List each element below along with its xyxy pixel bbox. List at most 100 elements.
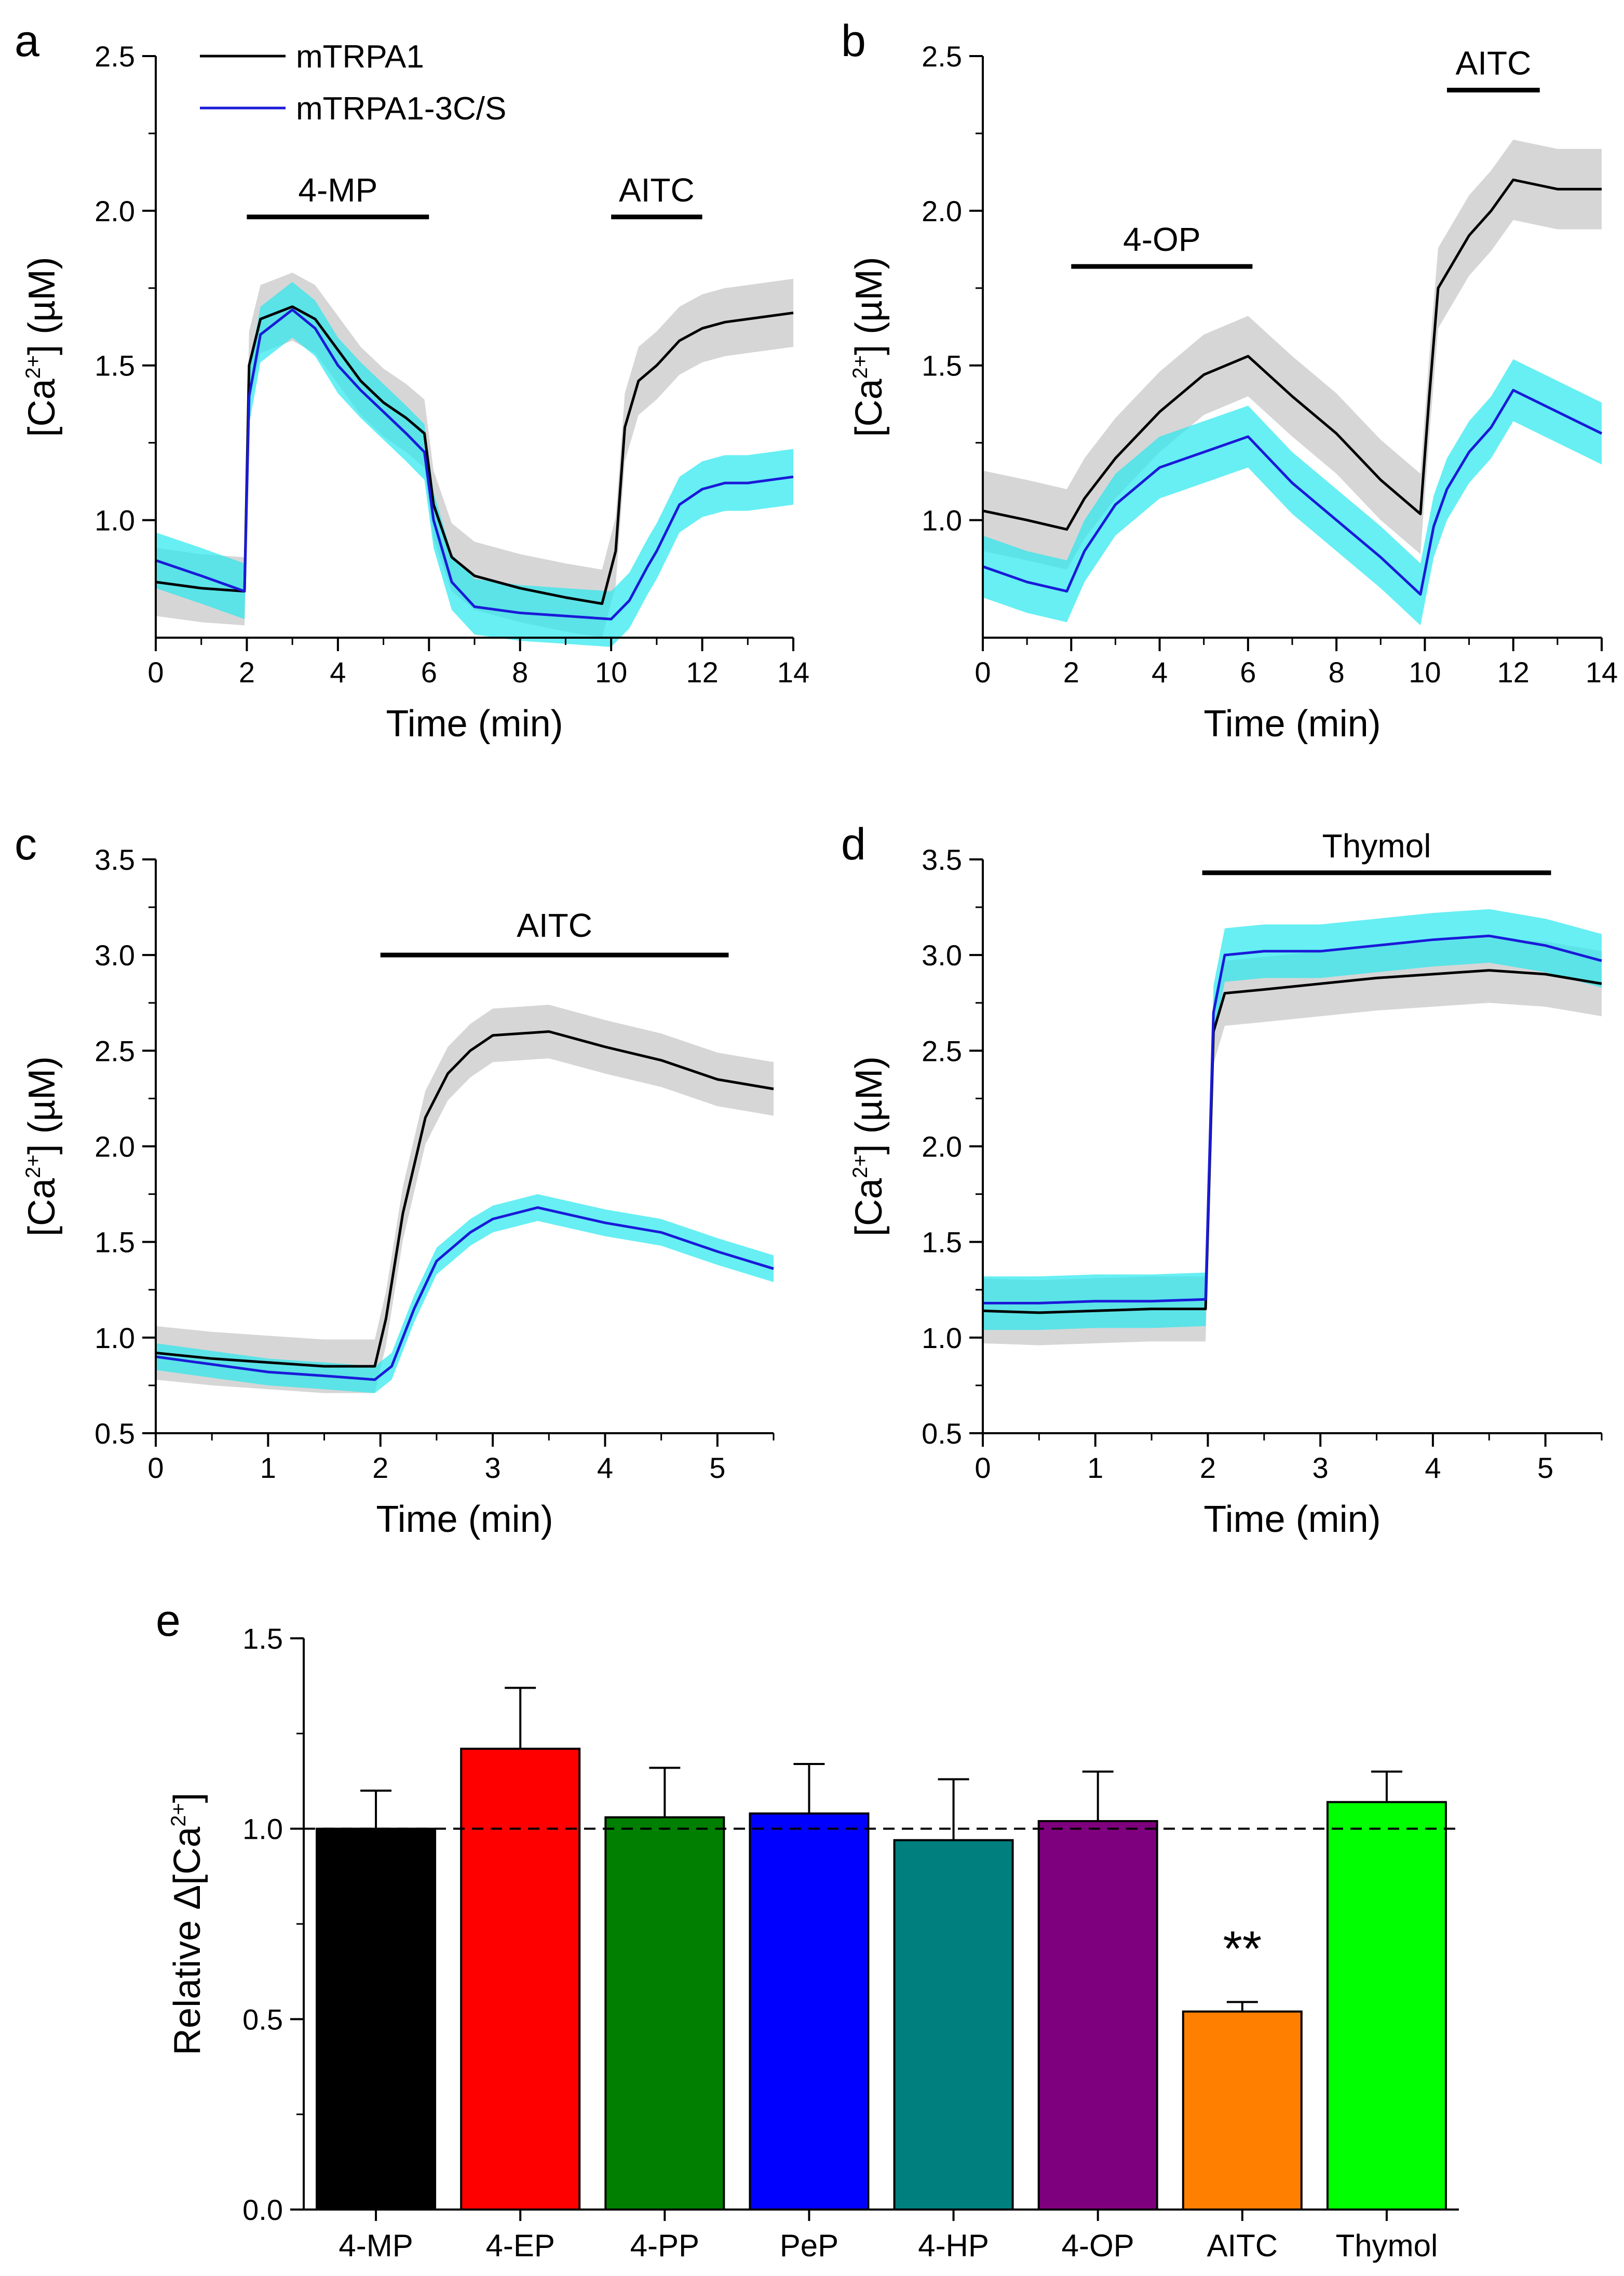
y-tick-label: 1.5 (922, 1226, 962, 1259)
x-tick-label: 1 (260, 1451, 276, 1484)
series-line-mut (155, 308, 794, 621)
y-tick-label: 0.5 (922, 1417, 962, 1450)
x-tick-label: 5 (1537, 1451, 1553, 1484)
x-tick-label: 12 (686, 656, 718, 689)
x-tick-label: 6 (1240, 656, 1256, 689)
y-tick-label: 2.5 (94, 40, 135, 73)
bar-4-pp (604, 1816, 725, 2211)
bars (316, 1687, 1447, 2211)
error-bar (649, 1767, 681, 1817)
error-bar (938, 1778, 969, 1840)
y-axis-label: Relative Δ[Ca2+] (167, 1793, 208, 2055)
y-tick-label: 1.5 (242, 1622, 283, 1655)
y-tick-label: 2.0 (922, 195, 962, 227)
panel-label-b: b (841, 16, 866, 66)
y-tick-label: 2.0 (922, 1130, 962, 1163)
error-band-mut (983, 909, 1602, 1330)
axes (142, 858, 775, 1447)
y-axis-label: [Ca2+] (µM) (21, 1056, 63, 1236)
series-lines (155, 305, 794, 621)
x-tick-label: 6 (421, 656, 437, 689)
x-tick-label: 14 (1586, 656, 1618, 689)
y-tick-label: 2.5 (94, 1034, 135, 1067)
error-band-mut (983, 359, 1602, 626)
series-line-wt (982, 969, 1602, 1314)
error-bar (1371, 1770, 1402, 1802)
y-tick-label: 3.5 (94, 843, 135, 876)
x-tick-label: 2 (239, 656, 255, 689)
panel-label-e: e (156, 1596, 181, 1646)
y-tick-label: 1.0 (94, 504, 135, 537)
category-label: 4-MP (339, 2228, 413, 2263)
x-axis-label: Time (min) (1203, 703, 1381, 745)
x-axis-label: Time (min) (1203, 1499, 1381, 1540)
y-axis-label: [Ca2+] (µM) (848, 257, 890, 437)
series-line-mut (982, 388, 1603, 596)
y-tick-label: 1.0 (922, 504, 962, 537)
error-band-mut (156, 1194, 774, 1393)
error-bands (156, 1004, 774, 1393)
bar-4-op (1037, 1820, 1158, 2211)
x-tick-label: 10 (595, 656, 627, 689)
error-bands (983, 909, 1602, 1345)
y-tick-label: 0.5 (242, 2003, 283, 2036)
legend: mTRPA1 mTRPA1-3C/S (200, 39, 506, 127)
x-tick-label: 10 (1409, 656, 1441, 689)
x-tick-label: 2 (372, 1451, 388, 1484)
axes (969, 858, 1603, 1447)
y-tick-label: 1.5 (94, 349, 135, 382)
error-band-wt (156, 273, 793, 638)
x-tick-label: 4 (597, 1451, 613, 1484)
panel-label-c: c (15, 819, 37, 869)
series-line-mut (983, 934, 1602, 1304)
category-label: 4-HP (918, 2228, 989, 2263)
axes (290, 1637, 1459, 2221)
x-tick-label: 0 (975, 1451, 991, 1484)
error-bar (505, 1687, 536, 1749)
y-tick-label: 3.5 (922, 843, 962, 876)
series-line-wt (155, 305, 794, 605)
error-bands (156, 273, 793, 647)
category-label: PeP (780, 2228, 838, 2263)
panel-c: c 0 1 2 3 4 5 0.5 1.0 1.5 2.0 2.5 3.0 3.5 AITC Time … (15, 819, 775, 1540)
tick-labels: 0 2 4 6 8 10 12 14 1.0 1.5 2.0 2.5 (922, 40, 1618, 689)
stimulus-label-aitc: AITC (517, 907, 592, 944)
x-tick-label: 2 (1200, 1451, 1216, 1484)
y-tick-label: 1.5 (922, 349, 962, 382)
error-bar (1226, 2001, 1258, 2012)
x-tick-label: 5 (709, 1451, 725, 1484)
y-tick-label: 2.0 (94, 1130, 135, 1163)
x-tick-label: 1 (1087, 1451, 1103, 1484)
bar-4-mp (316, 1827, 437, 2211)
y-tick-label: 1.0 (242, 1813, 283, 1846)
series-lines (982, 178, 1603, 596)
x-tick-label: 4 (1425, 1451, 1441, 1484)
axes (142, 55, 794, 651)
panel-a: a 0 2 4 6 8 10 12 14 1.0 1.5 2.0 2.5 4-MP AITC Time… (15, 16, 809, 745)
tick-labels: 0 1 2 3 4 5 0.5 1.0 1.5 2.0 2.5 3.0 3.5 (922, 843, 1553, 1484)
bar-4-hp (893, 1839, 1014, 2211)
error-bar (1082, 1770, 1114, 1821)
stimulus-label-4mp: 4-MP (298, 171, 377, 209)
x-tick-label: 3 (1312, 1451, 1329, 1484)
y-tick-label: 2.5 (922, 40, 962, 73)
category-label: AITC (1207, 2228, 1278, 2263)
x-tick-label: 0 (975, 656, 991, 689)
x-tick-label: 0 (147, 1451, 164, 1484)
y-axis-label: [Ca2+] (µM) (21, 257, 63, 437)
series-lines (982, 934, 1602, 1314)
x-tick-label: 12 (1497, 656, 1530, 689)
stimulus-label-thymol: Thymol (1322, 827, 1431, 865)
series-line-mut (155, 1206, 774, 1381)
category-label: 4-PP (630, 2228, 699, 2263)
legend-label-wt: mTRPA1 (296, 39, 424, 75)
y-tick-label: 3.0 (922, 939, 962, 972)
panel-label-d: d (841, 819, 866, 869)
x-tick-label: 3 (485, 1451, 501, 1484)
bar-pep (749, 1812, 870, 2211)
panel-label-a: a (15, 16, 39, 66)
category-label: 4-OP (1062, 2228, 1134, 2263)
category-label: 4-EP (485, 2228, 554, 2263)
x-tick-label: 14 (777, 656, 809, 689)
